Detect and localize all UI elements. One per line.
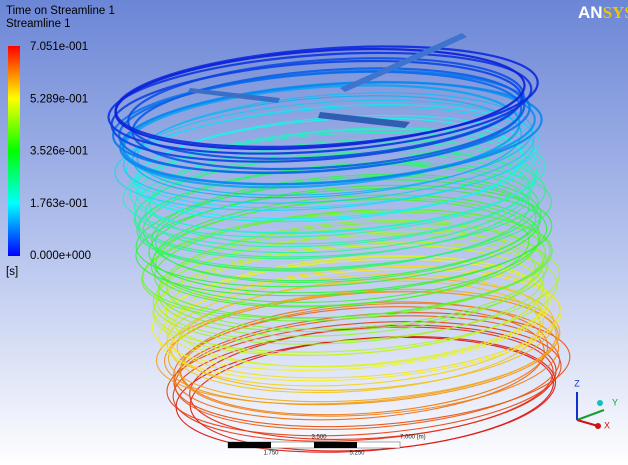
legend-label: 7.051e-001 (30, 41, 88, 53)
axis-triad: Z Y X (574, 378, 618, 430)
streamline (172, 326, 554, 442)
ansys-logo: ANSYS (578, 3, 628, 23)
scale-bar: 3.500 7.000 (m) 1.750 5.250 (227, 435, 426, 457)
legend-label: 3.526e-001 (30, 146, 88, 158)
streamline (151, 258, 551, 371)
legend-subtitle: Streamline 1 (6, 18, 71, 30)
scale-label: 3.500 (311, 435, 327, 441)
axis-label: X (604, 420, 610, 430)
streamline (164, 291, 559, 406)
logo-part: AN (578, 3, 603, 22)
legend-label: 5.289e-001 (30, 93, 88, 105)
logo-part: SYS (603, 3, 628, 22)
legend-unit: [s] (6, 266, 18, 278)
streamline (107, 51, 533, 155)
streamline (149, 138, 536, 245)
legend-title: Time on Streamline 1 (6, 5, 115, 17)
streamline (127, 57, 525, 160)
streamline (179, 302, 560, 417)
streamline (151, 173, 542, 282)
streamline (166, 321, 562, 437)
streamline (136, 163, 539, 271)
blades (188, 33, 467, 128)
streamline (148, 184, 553, 294)
streamline (158, 268, 562, 382)
legend-label: 1.763e-001 (30, 198, 88, 210)
streamline (136, 128, 541, 235)
streamline (122, 131, 537, 238)
axis-label: Y (612, 397, 618, 407)
streamline (155, 175, 537, 284)
streamline (166, 273, 545, 387)
streamline (126, 103, 541, 209)
streamline (173, 306, 545, 421)
streamline (152, 244, 545, 357)
scale-label: 1.750 (263, 451, 279, 457)
legend-labels: 7.051e-001 5.289e-001 3.526e-001 1.763e-001… (30, 41, 91, 262)
streamline (129, 127, 546, 234)
color-bar (8, 46, 20, 256)
axis-label: Z (574, 378, 580, 388)
streamline (189, 336, 557, 452)
streamline (158, 222, 548, 333)
streamline (135, 187, 548, 297)
scale-label: 7.000 (m) (400, 435, 426, 441)
streamline (154, 208, 553, 319)
streamline (123, 99, 535, 204)
streamline (157, 226, 536, 337)
streamline (114, 106, 535, 211)
streamline (167, 288, 561, 403)
scale-label: 5.250 (349, 451, 365, 457)
legend-label: 0.000e+000 (30, 250, 91, 262)
streamline (114, 47, 526, 151)
streamline (141, 211, 546, 322)
streamline (163, 255, 548, 367)
streamline (134, 150, 546, 258)
